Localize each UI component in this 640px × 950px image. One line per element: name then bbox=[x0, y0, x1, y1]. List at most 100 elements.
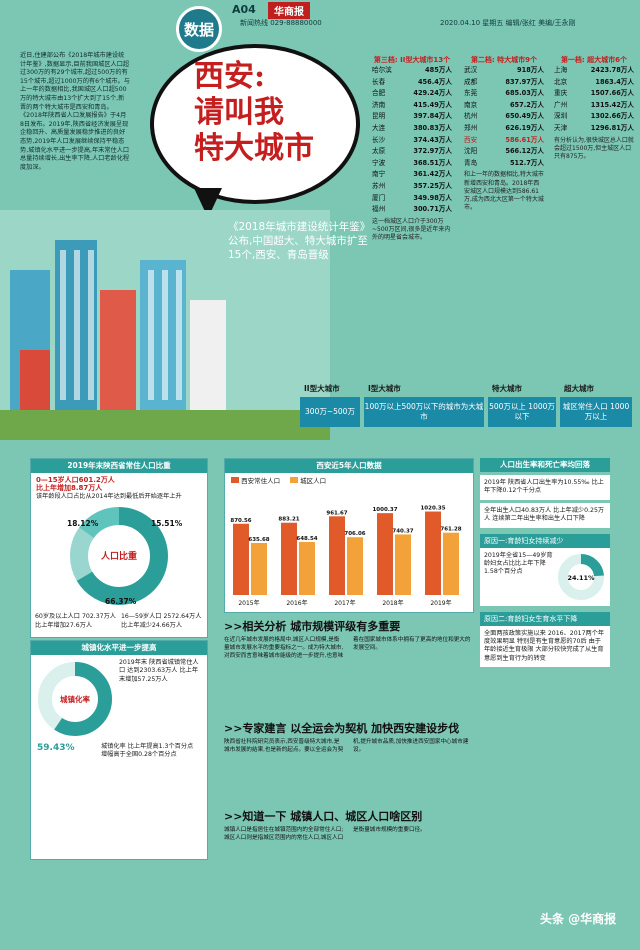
city-name: 青岛 bbox=[464, 158, 478, 167]
bar-urban bbox=[347, 537, 363, 595]
city-population: 485万人 bbox=[425, 66, 452, 74]
year-tick-label: 2016年 bbox=[286, 599, 307, 607]
bar-value-label: 648.54 bbox=[296, 536, 317, 542]
right-title: 人口出生率和死亡率均回落 bbox=[480, 458, 610, 472]
tier-city-item: 长沙 374.43万人 bbox=[372, 135, 452, 147]
tier-note: 有分析认为,很快城区总人口就会超过1500万,但主城区人口只有875万。 bbox=[554, 136, 634, 160]
legend-label: 特大城市 bbox=[492, 384, 522, 393]
city-population: 357.25万人 bbox=[413, 181, 452, 190]
city-illustration bbox=[0, 210, 330, 440]
legend-urban: 城区人口 bbox=[300, 477, 327, 485]
chart-legend: 西安常住人口 城区人口 bbox=[225, 473, 473, 487]
city-name: 沈阳 bbox=[464, 147, 478, 156]
bar-value-label: 870.56 bbox=[230, 518, 251, 524]
city-name: 南宁 bbox=[372, 170, 386, 179]
tier-city-item: 天津 1296.81万人 bbox=[554, 123, 634, 135]
legend-label: II型大城市 bbox=[304, 384, 340, 393]
tier-city-item: 济南 415.49万人 bbox=[372, 100, 452, 112]
article-2-heading: >>专家建言 以全运会为契机 加快西安建设步伐 bbox=[224, 722, 460, 735]
bar-value-label: 883.21 bbox=[278, 517, 299, 523]
tier-city-item: 宁波 368.51万人 bbox=[372, 158, 452, 170]
legend-range: 城区常住人口 1000万以上 bbox=[560, 397, 632, 427]
tier-city-item: 福州 300.71万人 bbox=[372, 204, 452, 216]
city-population: 429.24万人 bbox=[413, 89, 452, 98]
bar-urban bbox=[299, 541, 315, 595]
year-tick-label: 2017年 bbox=[334, 599, 355, 607]
tier-city-item: 南京 657.2万人 bbox=[464, 100, 544, 112]
tier-city-item: 北京 1863.4万人 bbox=[554, 77, 634, 89]
city-name: 天津 bbox=[554, 123, 568, 132]
city-population: 368.51万人 bbox=[413, 158, 452, 167]
title-bubble: 西安: 请叫我 特大城市 bbox=[150, 44, 360, 218]
city-population: 397.84万人 bbox=[413, 112, 452, 121]
bar-value-label: 635.68 bbox=[248, 537, 269, 543]
tier-city-item: 厦门 349.98万人 bbox=[372, 193, 452, 205]
city-population: 1507.66万人 bbox=[590, 89, 634, 98]
city-name: 长春 bbox=[372, 77, 386, 86]
tier-note: 和上一年的数据相比,特大城市新增西安和青岛。2018年西安城区人口规模达到586… bbox=[464, 171, 544, 212]
tier-city-item: 合肥 429.24万人 bbox=[372, 88, 452, 100]
bar-urban bbox=[395, 534, 411, 595]
city-population: 1302.66万人 bbox=[590, 112, 634, 121]
age-16-59: 16—59岁人口 2572.64万人 比上年减少24.66万人 bbox=[121, 613, 202, 629]
bar-urban bbox=[443, 532, 459, 595]
age-head-1: 0—15岁人口601.2万人 bbox=[36, 476, 115, 484]
bar-value-label: 1000.37 bbox=[372, 507, 397, 513]
city-name: 太原 bbox=[372, 147, 386, 156]
city-name: 宁波 bbox=[372, 158, 386, 167]
tier-city-list: 武汉 918万人 成都 837.97万人 东莞 685.03万人 南京 657.2万人 杭州 65… bbox=[460, 65, 548, 169]
city-population: 512.7万人 bbox=[509, 158, 544, 167]
right-text-4: 全面两孩政策实施以来 2016、2017两个年度效果明显 特别是有生育意愿的70… bbox=[480, 625, 610, 668]
city-name: 深圳 bbox=[554, 112, 568, 121]
urban-pct: 59.43% bbox=[37, 743, 75, 753]
tier-heading: 第二档: 特大城市9个 bbox=[470, 56, 538, 64]
city-name: 苏州 bbox=[372, 181, 386, 190]
city-name: 济南 bbox=[372, 100, 386, 109]
tier-city-item: 武汉 918万人 bbox=[464, 65, 544, 77]
city-population: 1863.4万人 bbox=[595, 77, 634, 86]
bar-chart: 870.56 635.68 2015年 883.21 648.54 2016年 961.67… bbox=[230, 506, 461, 607]
bar-value-label: 1020.35 bbox=[420, 506, 445, 512]
footer-watermark: 头条 @华商报 bbox=[540, 912, 617, 926]
bar-resident bbox=[425, 511, 441, 595]
article-3: >>知道一下 城镇人口、城区人口啥区别 城镇人口是指居住在城镇范围内的全部常住人… bbox=[224, 808, 474, 843]
tier-city-item: 大连 380.83万人 bbox=[372, 123, 452, 135]
urban-donut: 城镇化率 bbox=[38, 662, 112, 736]
tier-city-item: 重庆 1507.66万人 bbox=[554, 88, 634, 100]
article-2: >>专家建言 以全运会为契机 加快西安建设步伐 陕西省社科院研究员表示,西安晋级… bbox=[224, 720, 474, 755]
page-header: 数据 A04 华商报 新闻热线 029-88880000 2020.04.10 … bbox=[0, 0, 640, 52]
city-name: 昆明 bbox=[372, 112, 386, 121]
tier-note: 这一档城区人口介于300万~500万区间,很多是近年来内外的明星省会城市。 bbox=[372, 217, 451, 242]
city-population: 586.61万人 bbox=[505, 135, 544, 144]
tier-city-item: 郑州 626.19万人 bbox=[464, 123, 544, 135]
city-population: 1296.81万人 bbox=[590, 123, 634, 132]
city-population: 456.4万人 bbox=[417, 77, 452, 86]
tier-city-item: 昆明 397.84万人 bbox=[372, 111, 452, 123]
women-ring: 24.11% bbox=[558, 553, 604, 600]
city-name: 北京 bbox=[554, 77, 568, 86]
bar-resident bbox=[233, 523, 249, 595]
city-population: 361.42万人 bbox=[413, 170, 452, 179]
tier-heading: 第三档: II型大城市13个 bbox=[373, 56, 451, 64]
age-60plus: 60岁及以上人口 702.37万人 比上年增加27.6万人 bbox=[35, 613, 116, 629]
right-text-1: 2019年 陕西省人口出生率为10.55‰ 比上年下降0.12个千分点 bbox=[480, 475, 610, 500]
year-tick-label: 2018年 bbox=[382, 599, 403, 607]
city-name: 福州 bbox=[372, 205, 386, 214]
city-name: 长沙 bbox=[372, 135, 386, 144]
bar-value-label: 761.28 bbox=[440, 527, 461, 533]
bar-value-label: 706.06 bbox=[344, 531, 365, 537]
tier-city-item: 长春 456.4万人 bbox=[372, 77, 452, 89]
page-number: A04 bbox=[232, 3, 256, 16]
reason-2: 原因二:育龄妇女生育水平下降 bbox=[480, 611, 610, 626]
city-name: 广州 bbox=[554, 100, 568, 109]
xian-population-chart-card: 西安近5年人口数据 西安常住人口 城区人口 870.56 635.68 2015年 8… bbox=[224, 458, 474, 613]
article-3-heading: >>知道一下 城镇人口、城区人口啥区别 bbox=[224, 810, 423, 823]
legend-range: 500万以上 1000万以下 bbox=[488, 397, 556, 427]
year-tick-label: 2015年 bbox=[238, 599, 259, 607]
year-tick-label: 2019年 bbox=[430, 599, 451, 607]
article-1-heading: >>相关分析 城市规模评级有多重要 bbox=[224, 620, 401, 633]
city-name: 合肥 bbox=[372, 89, 386, 98]
age-share-card: 2019年末陕西省常住人口比重 0—15岁人口601.2万人 比上年增加8.87… bbox=[30, 458, 208, 638]
ring-pct: 24.11% bbox=[567, 574, 595, 582]
